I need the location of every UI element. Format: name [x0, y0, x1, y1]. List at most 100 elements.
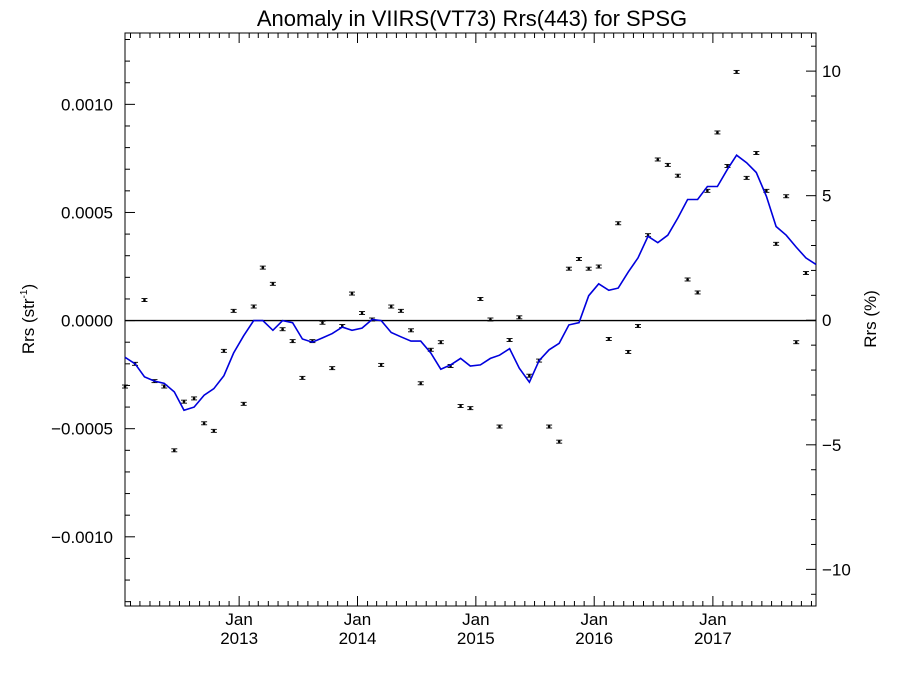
data-point [467, 406, 474, 411]
trend-line [124, 154, 817, 412]
y2-axis-label: Rrs (%) [861, 290, 880, 348]
y-axis-label: Rrs (str-1) [19, 284, 38, 354]
data-point [743, 175, 750, 180]
y-tick-label: 0.0005 [61, 203, 113, 222]
data-point [733, 69, 740, 74]
point-marker [498, 425, 501, 428]
point-marker [429, 348, 433, 352]
point-marker [587, 267, 590, 270]
point-marker [389, 305, 393, 308]
y-axis-label-main: Rrs (str [19, 298, 38, 354]
point-marker [232, 309, 235, 313]
data-point [585, 266, 592, 271]
point-marker [439, 340, 443, 344]
point-marker [162, 385, 166, 388]
data-point [634, 324, 641, 328]
y2-tick-label: −10 [822, 560, 851, 579]
data-point [171, 448, 178, 453]
point-marker [656, 158, 660, 161]
point-marker [252, 305, 256, 308]
point-marker [291, 339, 294, 343]
y-axis-left: 0.0010 0.0005 0.0000 −0.0005 −0.0010 [51, 38, 135, 603]
data-point [674, 173, 681, 178]
data-point [516, 315, 523, 320]
data-point [230, 308, 237, 313]
data-point [329, 366, 336, 371]
data-point [556, 439, 563, 444]
y-axis-label-sup: -1 [19, 289, 30, 298]
point-marker [479, 297, 482, 301]
x-tick-month: Jan [344, 610, 371, 629]
point-marker [676, 174, 680, 178]
plot-frame [124, 32, 817, 607]
point-marker [379, 363, 383, 367]
x-tick-month: Jan [580, 610, 607, 629]
y2-tick-label: −5 [822, 436, 841, 455]
point-marker [626, 350, 630, 354]
point-marker [172, 449, 176, 452]
point-marker [716, 131, 719, 134]
point-marker [123, 385, 127, 388]
data-point [348, 291, 355, 296]
point-marker [577, 257, 581, 261]
point-marker [419, 381, 423, 385]
data-point [191, 396, 198, 401]
data-point [802, 271, 809, 275]
point-marker [222, 349, 226, 353]
data-point [487, 317, 494, 322]
point-marker [281, 327, 284, 331]
point-marker [696, 291, 699, 294]
point-marker [597, 265, 601, 268]
y-tick-label: 0.0000 [61, 312, 113, 331]
y2-tick-label: 5 [822, 187, 831, 206]
point-marker [765, 189, 768, 193]
data-point [388, 304, 395, 309]
data-point [122, 384, 128, 389]
data-point [250, 304, 257, 309]
data-point [595, 264, 602, 269]
data-point [565, 266, 572, 271]
point-marker [726, 164, 729, 168]
y-axis-label-close: ) [19, 284, 38, 290]
y-axis-right: 10 5 0 −5 −10 [806, 45, 851, 595]
data-point [359, 311, 366, 315]
point-marker [508, 338, 511, 342]
data-point [279, 327, 286, 332]
point-marker [192, 397, 196, 400]
point-marker [321, 321, 324, 325]
point-marker [557, 440, 561, 443]
data-point [654, 157, 661, 162]
point-marker [518, 316, 521, 319]
point-marker [666, 163, 670, 167]
data-point [506, 338, 513, 342]
data-point [753, 151, 760, 155]
data-point [407, 328, 414, 333]
data-point [575, 257, 582, 261]
data-point [201, 421, 208, 426]
point-marker [360, 311, 364, 315]
data-point [605, 337, 612, 341]
data-point [417, 381, 424, 386]
data-point [378, 362, 385, 367]
data-point [210, 428, 217, 433]
point-marker [755, 151, 758, 155]
y2-tick-label: 0 [822, 311, 831, 330]
point-marker [212, 429, 216, 433]
data-point [319, 320, 326, 325]
data-point [269, 281, 276, 286]
point-marker [399, 309, 403, 313]
point-marker [547, 425, 551, 428]
data-point [437, 340, 444, 345]
data-point [625, 349, 632, 354]
data-point [259, 265, 266, 270]
data-point [664, 162, 671, 167]
point-marker [271, 282, 275, 286]
x-tick-month: Jan [225, 610, 252, 629]
point-marker [469, 406, 472, 410]
point-marker [182, 400, 186, 403]
point-marker [794, 340, 798, 344]
point-marker [735, 70, 738, 74]
data-point [141, 298, 148, 302]
point-marker [784, 194, 788, 198]
